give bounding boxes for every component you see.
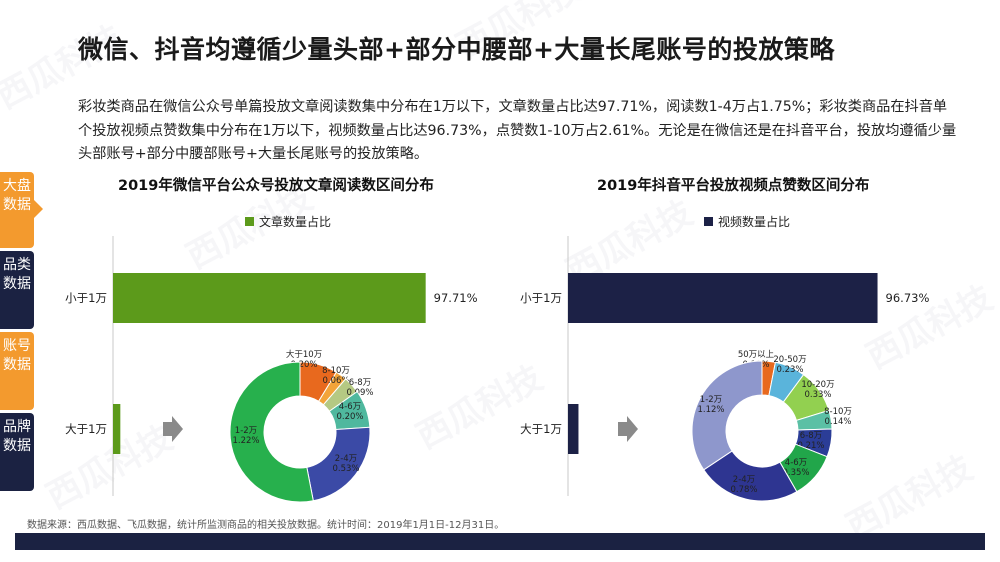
wechat-category-label: 大于1万 xyxy=(65,422,107,436)
douyin-slice-label: 10-20万 xyxy=(801,380,834,390)
douyin-bar xyxy=(568,273,878,323)
douyin-slice-value: 0.21% xyxy=(797,441,824,451)
douyin-legend-label: 视频数量占比 xyxy=(718,215,791,229)
wechat-slice-label: 1-2万 xyxy=(235,426,257,436)
side-tab-category-data[interactable]: 品类数据 xyxy=(0,251,34,329)
douyin-category-label: 小于1万 xyxy=(520,291,562,305)
footnote: 数据来源：西瓜数据、飞瓜数据，统计所监测商品的相关投放数据。统计时间：2019年… xyxy=(27,520,505,531)
douyin-donut-slice xyxy=(691,360,763,471)
summary-text: 彩妆类商品在微信公众号单篇投放文章阅读数集中分布在1万以下，文章数量占比达97.… xyxy=(78,99,957,162)
wechat-breakdown-arrow xyxy=(163,416,183,442)
wechat-bar xyxy=(113,273,426,323)
wechat-slice-value: 0.20% xyxy=(290,360,317,370)
side-tab-account-data[interactable]: 账号数据 xyxy=(0,332,34,410)
douyin-slice-value: 1.12% xyxy=(697,405,724,415)
wechat-slice-value: 0.20% xyxy=(336,412,363,422)
wechat-legend-swatch xyxy=(245,217,254,226)
douyin-slice-value: 0.23% xyxy=(776,365,803,375)
wechat-category-label: 小于1万 xyxy=(65,291,107,305)
douyin-slice-label: 6-8万 xyxy=(800,431,822,441)
bottom-bar xyxy=(15,533,985,550)
douyin-donut-slice xyxy=(703,450,798,502)
wechat-legend-label: 文章数量占比 xyxy=(259,215,332,229)
wechat-chart-title: 2019年微信平台公众号投放文章阅读数区间分布 xyxy=(118,178,434,194)
douyin-slice-value: 0.78% xyxy=(730,485,757,495)
side-tab-brand-data[interactable]: 品牌数据 xyxy=(0,413,34,491)
douyin-slice-label: 2-4万 xyxy=(733,475,755,485)
douyin-legend: 视频数量占比 xyxy=(704,213,790,230)
douyin-slice-label: 20-50万 xyxy=(773,355,806,365)
wechat-slice-label: 2-4万 xyxy=(335,454,357,464)
douyin-slice-label: 50万以上 xyxy=(738,350,775,360)
side-nav: 大盘数据 品类数据 账号数据 品牌数据 xyxy=(0,172,43,494)
douyin-slice-value: 0.14% xyxy=(824,417,851,427)
wechat-slice-value: 0.06% xyxy=(322,376,349,386)
douyin-slice-label: 4-6万 xyxy=(785,458,807,468)
wechat-slice-value: 1.22% xyxy=(232,436,259,446)
wechat-slice-value: 0.53% xyxy=(332,464,359,474)
wechat-slice-label: 8-10万 xyxy=(322,366,350,376)
douyin-data-label: 96.73% xyxy=(886,291,930,305)
wechat-slice-label: 大于10万 xyxy=(286,349,322,360)
wechat-slice-label: 4-6万 xyxy=(339,402,361,412)
wechat-slice-value: 0.09% xyxy=(346,388,373,398)
douyin-legend-swatch xyxy=(704,217,713,226)
douyin-category-label: 大于1万 xyxy=(520,422,562,436)
douyin-slice-value: 0.33% xyxy=(804,390,831,400)
wechat-bar xyxy=(113,404,121,454)
douyin-breakdown-arrow xyxy=(618,416,638,442)
douyin-slice-label: 8-10万 xyxy=(824,407,852,417)
douyin-chart-title: 2019年抖音平台投放视频点赞数区间分布 xyxy=(597,178,870,194)
side-tab-market-data[interactable]: 大盘数据 xyxy=(0,172,43,248)
page-title: 微信、抖音均遵循少量头部+部分中腰部+大量长尾账号的投放策略 xyxy=(78,35,835,64)
wechat-data-label: 97.71% xyxy=(434,291,478,305)
douyin-slice-label: 1-2万 xyxy=(700,395,722,405)
douyin-slice-value: 0.35% xyxy=(782,468,809,478)
wechat-slice-label: 6-8万 xyxy=(349,378,371,388)
wechat-legend: 文章数量占比 xyxy=(245,213,331,230)
wechat-donut-slice xyxy=(229,361,314,503)
douyin-bar xyxy=(568,404,579,454)
